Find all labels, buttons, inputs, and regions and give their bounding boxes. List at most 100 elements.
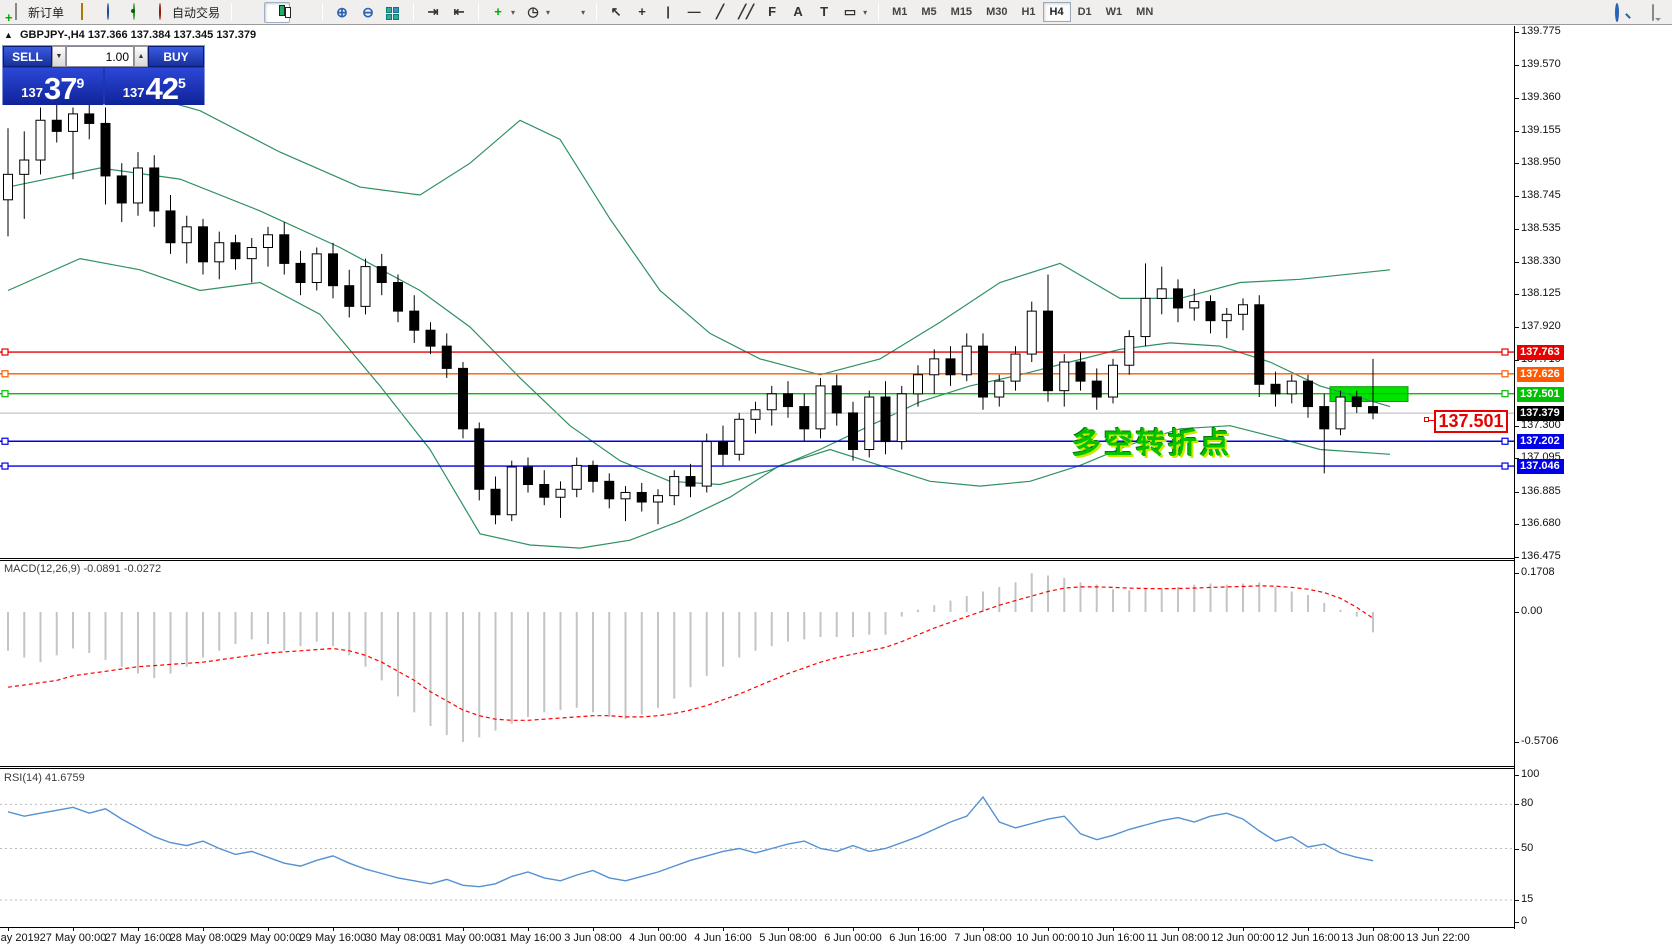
- candle[interactable]: [1156, 266, 1167, 315]
- candle[interactable]: [1140, 263, 1151, 347]
- candle[interactable]: [133, 152, 143, 216]
- price-axis[interactable]: [1514, 26, 1515, 929]
- candlestick-chart-button[interactable]: [264, 1, 291, 23]
- data-window-button[interactable]: [95, 2, 121, 23]
- candle[interactable]: [539, 470, 550, 506]
- horizontal-line-button[interactable]: —: [681, 2, 707, 23]
- candle[interactable]: [263, 226, 273, 267]
- candle[interactable]: [1173, 279, 1183, 323]
- hline-handle-right[interactable]: [1501, 348, 1509, 356]
- candle[interactable]: [864, 390, 875, 458]
- candle[interactable]: [506, 460, 517, 522]
- candle[interactable]: [1010, 346, 1021, 391]
- hline-handle-left[interactable]: [1, 462, 9, 470]
- hline-handle-left[interactable]: [1, 370, 9, 378]
- buy-button[interactable]: BUY: [148, 46, 204, 67]
- candle[interactable]: [84, 99, 95, 140]
- candle[interactable]: [929, 349, 940, 394]
- candle[interactable]: [571, 457, 582, 498]
- chat-button[interactable]: [1640, 2, 1666, 23]
- candle[interactable]: [1351, 390, 1362, 413]
- text-label-button[interactable]: T: [811, 2, 837, 23]
- bar-chart-button[interactable]: [238, 2, 264, 23]
- line-chart-button[interactable]: [290, 2, 316, 23]
- candle[interactable]: [1238, 298, 1248, 331]
- candle[interactable]: [555, 481, 566, 518]
- price-callout-label[interactable]: 137.501: [1434, 410, 1508, 433]
- candle[interactable]: [425, 322, 436, 355]
- candle[interactable]: [604, 473, 615, 509]
- sell-button[interactable]: SELL: [3, 46, 52, 67]
- candle[interactable]: [409, 295, 420, 343]
- timeframe-button-m15[interactable]: M15: [950, 6, 973, 18]
- candle[interactable]: [311, 247, 322, 291]
- candle[interactable]: [1108, 358, 1118, 404]
- candle[interactable]: [279, 222, 290, 275]
- candle[interactable]: [376, 253, 387, 296]
- hline-handle-left[interactable]: [1, 437, 9, 445]
- candle[interactable]: [165, 195, 176, 254]
- candle[interactable]: [1091, 368, 1102, 410]
- candle[interactable]: [474, 422, 485, 501]
- hline-handle-left[interactable]: [1, 348, 9, 356]
- channel-button[interactable]: ╱╱: [733, 2, 759, 23]
- pane-separator[interactable]: [0, 560, 1514, 561]
- candle[interactable]: [68, 107, 78, 180]
- autotrade-button[interactable]: 自动交易: [147, 2, 225, 23]
- candle[interactable]: [458, 362, 468, 439]
- candle[interactable]: [945, 346, 956, 386]
- hline-handle-left[interactable]: [1, 390, 9, 398]
- volume-decrease-button[interactable]: ▼: [52, 46, 66, 67]
- hline-handle-right[interactable]: [1501, 390, 1509, 398]
- candle[interactable]: [880, 381, 891, 455]
- candle[interactable]: [848, 401, 858, 461]
- candle[interactable]: [1335, 390, 1346, 436]
- pane-separator[interactable]: [0, 927, 1514, 928]
- candle[interactable]: [1205, 295, 1216, 334]
- chinese-annotation-text[interactable]: 多空转折点: [1072, 428, 1233, 460]
- sell-quote-button[interactable]: 137 37 9: [3, 68, 103, 105]
- candle[interactable]: [994, 374, 1005, 407]
- chart-shift-button[interactable]: ⇤: [446, 2, 472, 23]
- tile-windows-button[interactable]: [381, 2, 407, 23]
- candle[interactable]: [913, 365, 923, 407]
- candle[interactable]: [1303, 374, 1313, 418]
- timeframe-button-d1[interactable]: D1: [1077, 6, 1092, 18]
- candle[interactable]: [961, 333, 972, 382]
- candle[interactable]: [295, 250, 306, 296]
- candle[interactable]: [1270, 371, 1281, 407]
- candle[interactable]: [701, 433, 712, 493]
- candle[interactable]: [1319, 393, 1330, 474]
- hline-handle-right[interactable]: [1501, 370, 1509, 378]
- candle[interactable]: [815, 377, 826, 439]
- candle[interactable]: [19, 131, 30, 219]
- candle[interactable]: [896, 385, 907, 450]
- candle[interactable]: [344, 269, 355, 318]
- timeframe-button-mn[interactable]: MN: [1136, 6, 1154, 18]
- candle[interactable]: [799, 393, 810, 442]
- text-button[interactable]: A: [785, 2, 811, 23]
- candle[interactable]: [653, 489, 663, 525]
- vertical-line-button[interactable]: |: [655, 2, 681, 23]
- volume-input[interactable]: [66, 46, 134, 67]
- candle[interactable]: [100, 107, 111, 205]
- candle[interactable]: [490, 476, 501, 525]
- shapes-button[interactable]: ▭ ▾: [843, 4, 868, 19]
- market-watch-button[interactable]: [69, 2, 95, 23]
- candle[interactable]: [636, 482, 647, 512]
- candle[interactable]: [1059, 354, 1070, 407]
- collapse-triangle-icon[interactable]: ▲: [4, 30, 13, 40]
- timeframe-button-m1[interactable]: M1: [892, 6, 908, 18]
- candle[interactable]: [181, 215, 192, 264]
- candle[interactable]: [734, 412, 745, 461]
- candle[interactable]: [393, 274, 403, 323]
- pane-separator[interactable]: [0, 558, 1514, 559]
- hline-handle-right[interactable]: [1501, 437, 1509, 445]
- candle[interactable]: [685, 463, 696, 498]
- templates-button[interactable]: ▾: [555, 2, 590, 23]
- signals-button[interactable]: [121, 2, 147, 23]
- crosshair-button[interactable]: +: [629, 2, 655, 23]
- periods-button[interactable]: ◷ ▾: [520, 2, 555, 23]
- pane-separator[interactable]: [0, 766, 1514, 767]
- candle[interactable]: [1189, 288, 1200, 321]
